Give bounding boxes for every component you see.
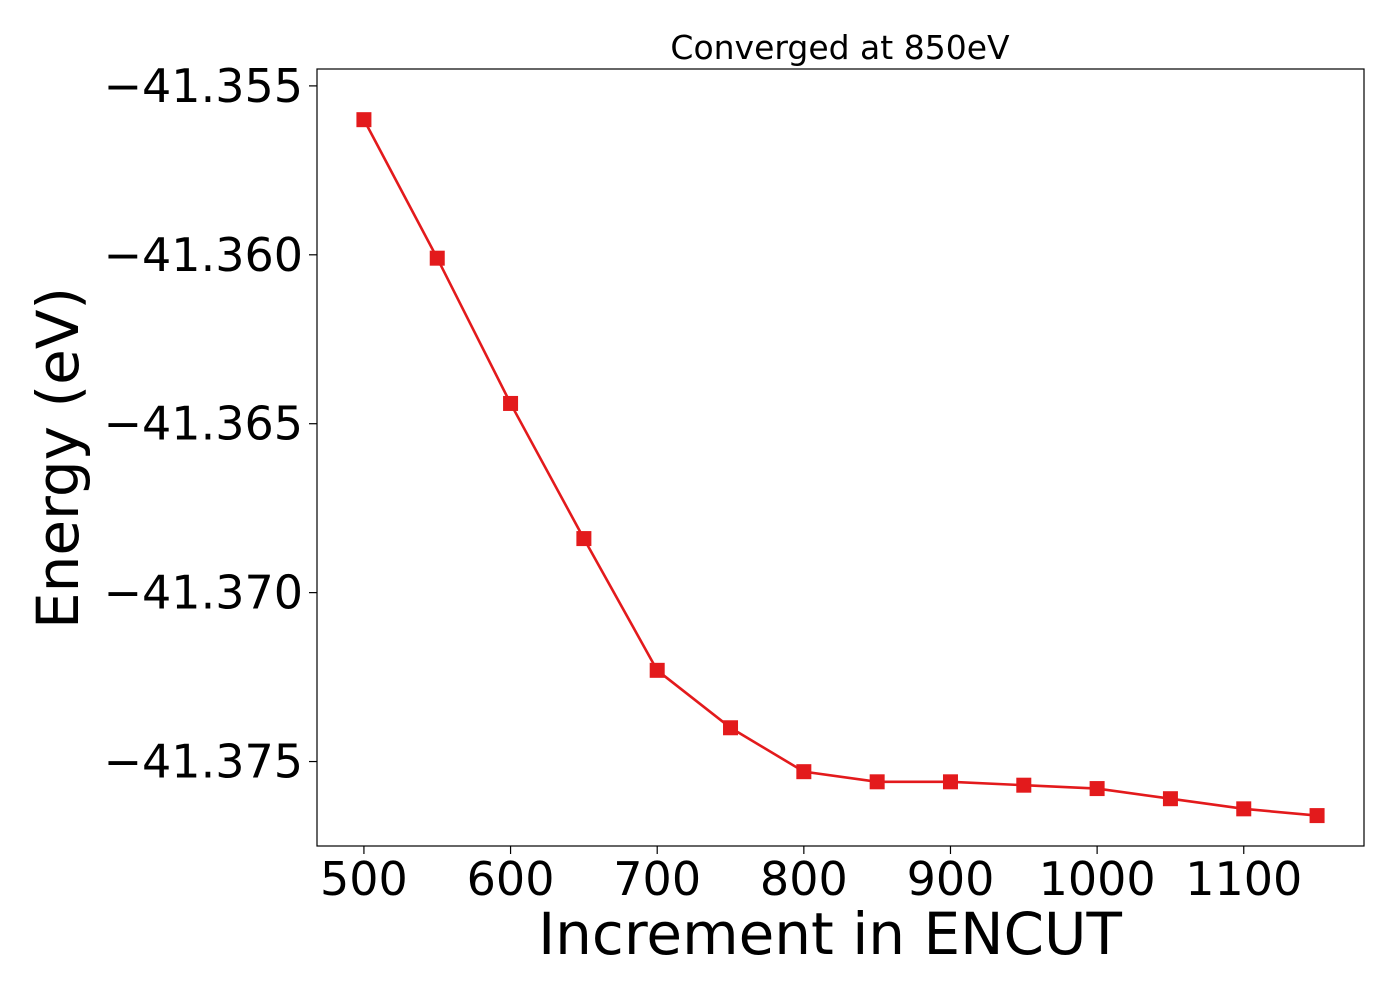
x-tick-label: 700: [613, 852, 701, 906]
data-point-marker: [1236, 801, 1252, 817]
x-axis: 500 600 700 800 900 1000 1100: [320, 846, 1302, 906]
x-tick-label: 1100: [1185, 852, 1302, 906]
y-tick-label: −41.375: [104, 735, 304, 789]
plot-area-frame: [316, 68, 1365, 847]
data-point-marker: [796, 764, 812, 780]
x-tick-label: 500: [320, 852, 408, 906]
x-tick-label: 900: [907, 852, 995, 906]
data-point-marker: [1016, 777, 1032, 793]
x-tick-label: 800: [760, 852, 848, 906]
data-point-marker: [723, 720, 739, 736]
chart-title: Converged at 850eV: [670, 28, 1010, 67]
data-point-marker: [649, 662, 665, 678]
y-axis: −41.355 −41.360 −41.365 −41.370 −41.375: [104, 59, 317, 789]
series-line: [362, 119, 1318, 817]
data-point-marker: [1089, 781, 1105, 797]
data-point-marker: [576, 531, 592, 547]
y-tick-label: −41.370: [104, 566, 304, 620]
x-axis-title: Increment in ENCUT: [538, 900, 1122, 968]
y-tick-label: −41.360: [104, 228, 304, 282]
x-tick-label: 1000: [1039, 852, 1156, 906]
data-point-marker: [942, 774, 958, 790]
data-point-marker: [1162, 791, 1178, 807]
data-point-marker: [1309, 808, 1325, 824]
y-axis-title: Energy (eV): [24, 287, 92, 629]
data-point-marker: [429, 250, 445, 266]
x-tick-label: 600: [467, 852, 555, 906]
y-tick-label: −41.365: [104, 397, 304, 451]
data-point-marker: [869, 774, 885, 790]
data-point-marker: [503, 395, 519, 411]
plot-series: [356, 112, 1325, 824]
y-tick-label: −41.355: [104, 59, 304, 113]
data-point-marker: [356, 112, 372, 128]
